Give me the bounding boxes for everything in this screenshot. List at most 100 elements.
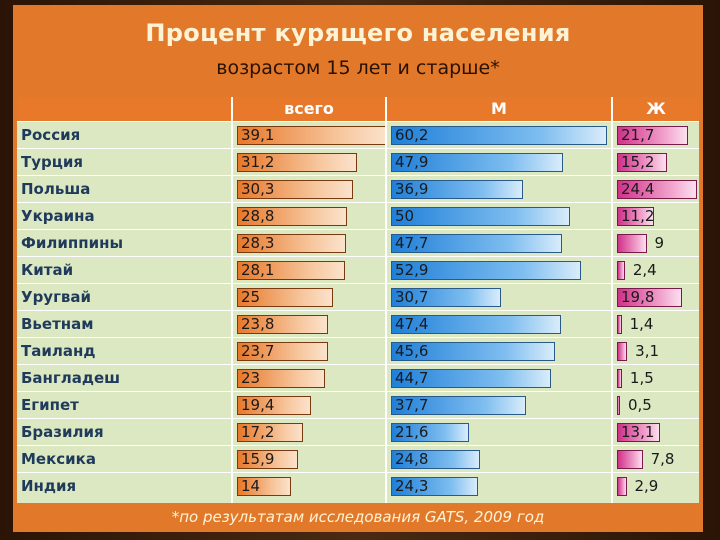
female-value: 21,7 — [621, 126, 655, 144]
female-bar — [617, 369, 622, 388]
total-bar — [237, 207, 348, 226]
total-bar — [237, 423, 303, 442]
female-value: 19,8 — [621, 288, 655, 306]
male-bar — [391, 315, 562, 334]
table-row: Индия 14 24,3 2,9 — [17, 472, 699, 500]
country-label: Египет — [21, 396, 79, 414]
table-row: Мексика 15,9 24,8 7,8 — [17, 445, 699, 473]
male-value: 47,7 — [395, 234, 429, 252]
country-label: Бангладеш — [21, 369, 121, 387]
female-bar — [617, 153, 667, 172]
female-bar — [617, 315, 622, 334]
total-value: 28,8 — [241, 207, 275, 225]
female-bar — [617, 342, 628, 361]
title-box: Процент курящего населения возрастом 15 … — [13, 5, 703, 89]
total-bar — [237, 315, 329, 334]
total-value: 23 — [241, 369, 261, 387]
column-divider — [231, 97, 233, 503]
country-label: Россия — [21, 126, 81, 144]
female-value: 2,4 — [632, 261, 657, 279]
total-value: 28,3 — [241, 234, 275, 252]
total-value: 30,3 — [241, 180, 275, 198]
female-value: 2,9 — [634, 477, 659, 495]
slide: Процент курящего населения возрастом 15 … — [13, 5, 703, 532]
female-bar — [617, 207, 654, 226]
header-total: всего — [233, 97, 385, 121]
total-value: 31,2 — [241, 153, 275, 171]
table-row: Китай 28,1 52,9 2,4 — [17, 256, 699, 284]
table-row: Филиппины 28,3 47,7 9 — [17, 229, 699, 257]
male-value: 24,3 — [395, 477, 429, 495]
female-bar — [617, 180, 697, 199]
female-value: 24,4 — [621, 180, 655, 198]
female-value: 0,5 — [628, 396, 652, 414]
female-value: 13,1 — [621, 423, 655, 441]
header-female: Ж — [613, 97, 699, 121]
total-bar — [237, 369, 326, 388]
male-bar — [391, 288, 502, 307]
total-bar — [237, 396, 312, 415]
male-value: 44,7 — [395, 369, 429, 387]
male-value: 50 — [395, 207, 415, 225]
chart-title: Процент курящего населения — [145, 19, 571, 47]
male-bar — [391, 369, 552, 388]
country-label: Польша — [21, 180, 91, 198]
table-row: Египет 19,4 37,7 0,5 — [17, 391, 699, 419]
total-bar — [237, 234, 346, 253]
total-bar — [237, 261, 345, 280]
header-male: М — [387, 97, 611, 121]
male-bar — [391, 207, 571, 226]
table-row: Турция 31,2 47,9 15,2 — [17, 148, 699, 176]
total-value: 23,7 — [241, 342, 275, 360]
total-value: 39,1 — [241, 126, 275, 144]
total-value: 14 — [241, 477, 261, 495]
total-value: 15,9 — [241, 450, 275, 468]
male-bar — [391, 261, 581, 280]
total-bar — [237, 342, 328, 361]
male-value: 21,6 — [395, 423, 429, 441]
country-label: Бразилия — [21, 423, 104, 441]
total-bar — [237, 477, 291, 496]
female-value: 7,8 — [650, 450, 675, 468]
total-value: 17,2 — [241, 423, 275, 441]
male-bar — [391, 153, 563, 172]
male-bar — [391, 342, 555, 361]
female-value: 1,4 — [629, 315, 654, 333]
female-bar — [617, 261, 625, 280]
footnote: *по результатам исследования GATS, 2009 … — [171, 508, 545, 526]
female-value: 15,2 — [621, 153, 655, 171]
column-divider — [611, 97, 613, 503]
table-row: Бразилия 17,2 21,6 13,1 — [17, 418, 699, 446]
male-value: 52,9 — [395, 261, 429, 279]
male-bar — [391, 423, 469, 442]
female-value: 11,2 — [621, 207, 655, 225]
male-value: 60,2 — [395, 126, 429, 144]
country-label: Уругвай — [21, 288, 92, 306]
male-value: 37,7 — [395, 396, 429, 414]
male-value: 47,9 — [395, 153, 429, 171]
female-bar — [617, 450, 643, 469]
table-row: Польша 30,3 36,9 24,4 — [17, 175, 699, 203]
country-label: Вьетнам — [21, 315, 94, 333]
country-label: Таиланд — [21, 342, 96, 360]
male-bar — [391, 450, 480, 469]
total-value: 23,8 — [241, 315, 275, 333]
total-bar — [237, 180, 354, 199]
male-bar — [391, 477, 479, 496]
column-divider — [385, 97, 387, 503]
female-bar — [617, 396, 620, 415]
total-bar — [237, 288, 333, 307]
total-value: 28,1 — [241, 261, 275, 279]
table-row: Россия 39,1 60,2 21,7 — [17, 121, 699, 149]
table-row: Бангладеш 23 44,7 1,5 — [17, 364, 699, 392]
smoking-table: всего М Ж Россия 39,1 60,2 21,7 Турция 31,2 47… — [17, 97, 699, 503]
female-value: 1,5 — [629, 369, 654, 387]
female-value: 3,1 — [635, 342, 660, 360]
male-bar — [391, 126, 607, 145]
table-row: Уругвай 25 30,7 19,8 — [17, 283, 699, 311]
female-bar — [617, 234, 647, 253]
female-bar — [617, 423, 660, 442]
male-value: 30,7 — [395, 288, 429, 306]
table-row: Вьетнам 23,8 47,4 1,4 — [17, 310, 699, 338]
